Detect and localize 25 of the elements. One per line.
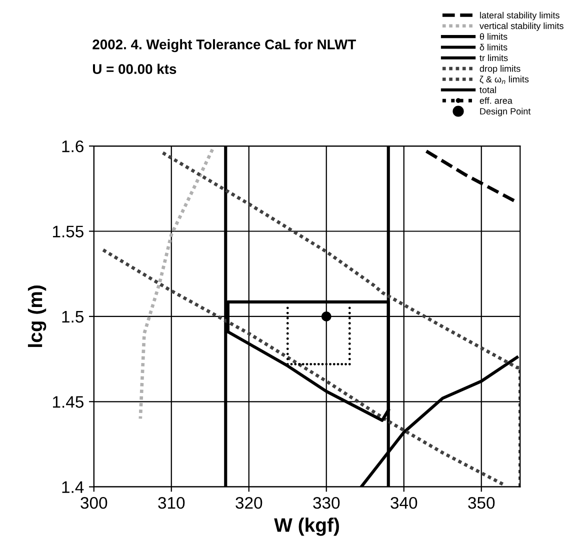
legend-label: δ limits bbox=[480, 44, 508, 50]
legend-label: θ limits bbox=[480, 33, 508, 40]
legend-label: ζ & ω$_{n}$ limits bbox=[480, 76, 529, 84]
legend-label: eff. area bbox=[480, 97, 512, 104]
legend-label: lateral stability limits bbox=[480, 12, 560, 20]
x-tick-label: 350 bbox=[468, 496, 495, 509]
y-tick-label: 1.45 bbox=[53, 396, 84, 408]
chart-title: 2002. 4. Weight Tolerance CaL for NLWT bbox=[92, 39, 356, 52]
y-tick-label: 1.55 bbox=[53, 226, 84, 238]
x-tick-label: 330 bbox=[313, 496, 340, 509]
y-tick-label: 1.6 bbox=[62, 140, 84, 152]
x-tick-label: 310 bbox=[158, 496, 185, 509]
x-tick-label: 300 bbox=[80, 496, 108, 509]
legend-label: vertical stability limits bbox=[480, 22, 564, 31]
y-tick-label: 1.4 bbox=[62, 481, 84, 493]
legend-label: total bbox=[480, 86, 496, 94]
x-tick-label: 320 bbox=[236, 496, 262, 509]
y-tick-label: 1.5 bbox=[62, 311, 84, 323]
chart-subtitle: U = 00.00 kts bbox=[92, 64, 176, 74]
legend-label: drop limits bbox=[480, 65, 520, 74]
legend-label: tr limits bbox=[480, 54, 508, 62]
x-axis-title: W (kgf) bbox=[274, 518, 339, 536]
x-tick-label: 340 bbox=[390, 496, 418, 509]
legend-label: Design Point bbox=[480, 108, 531, 116]
y-axis-title: lcg (m) bbox=[28, 286, 46, 347]
